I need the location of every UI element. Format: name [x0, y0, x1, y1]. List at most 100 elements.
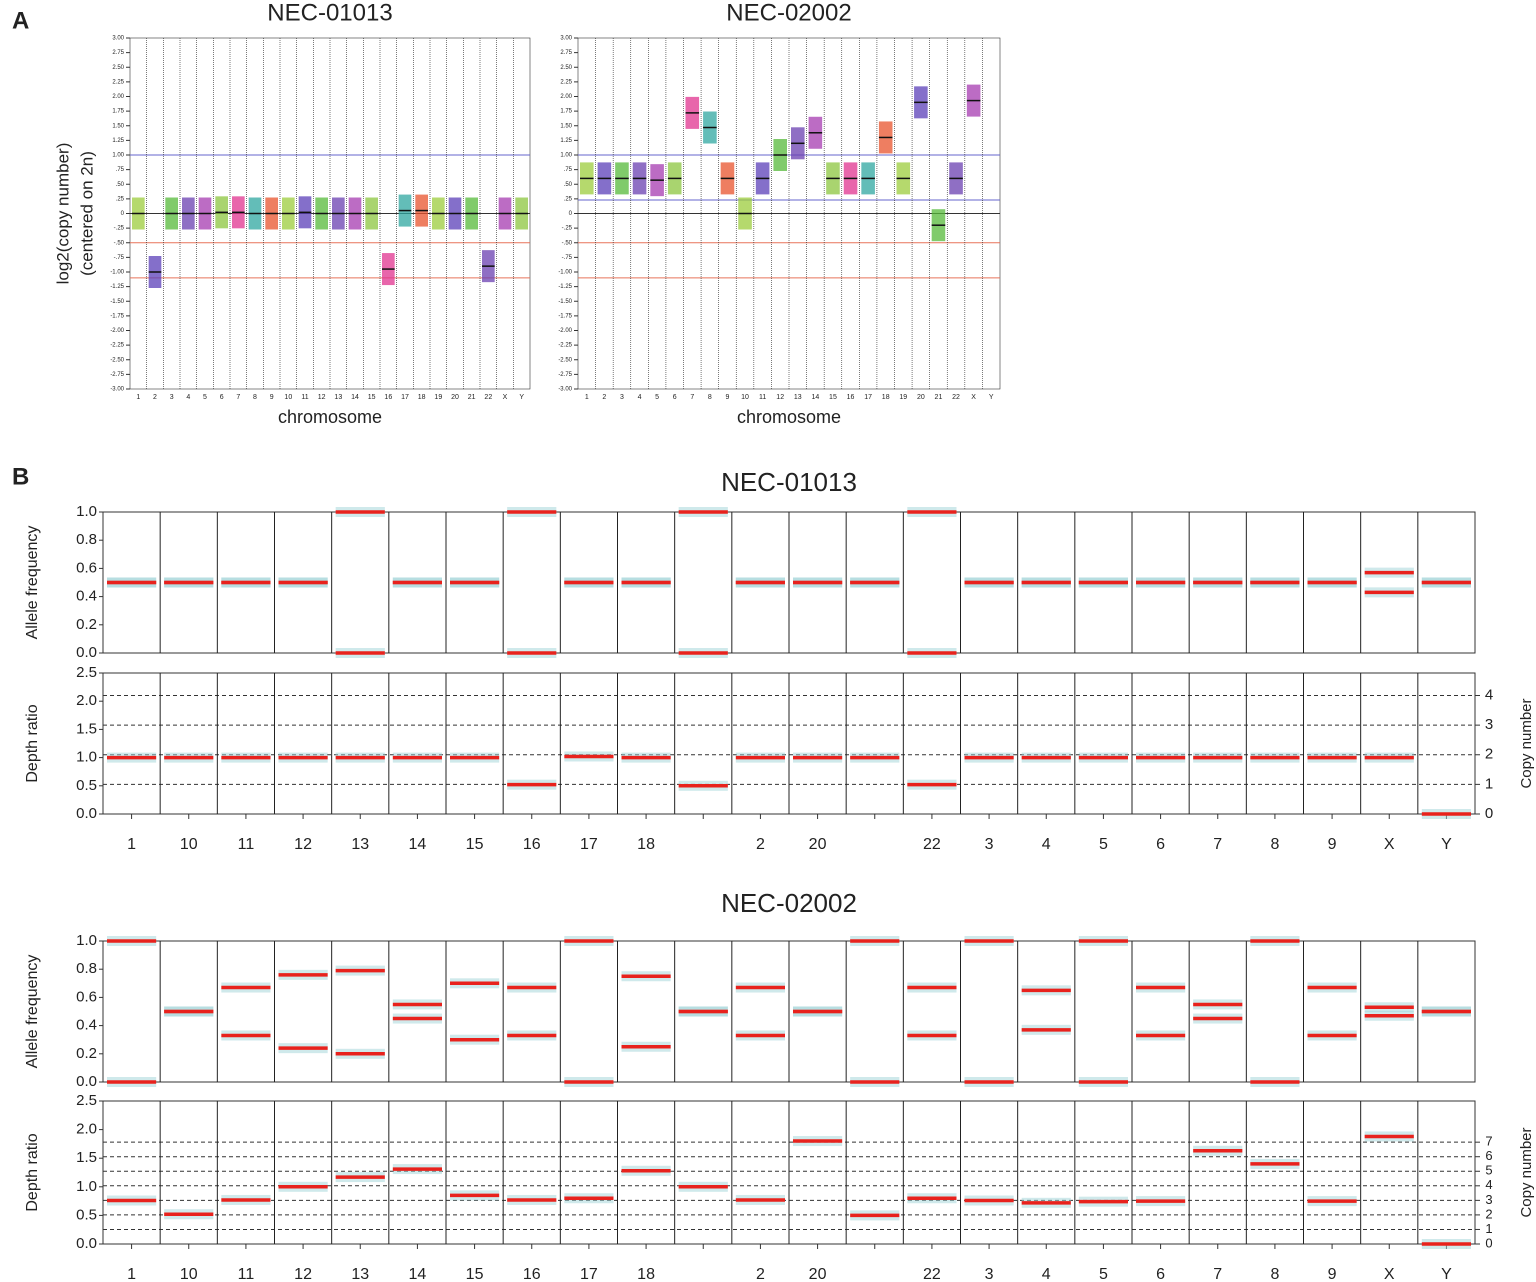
y-tick-label: 1.50 — [112, 123, 124, 129]
x-tick-label: 5 — [1099, 1266, 1108, 1282]
y-tick-label: 0 — [121, 211, 125, 217]
y-tick-label: 0.2 — [76, 1045, 97, 1062]
x-tick-label: 14 — [811, 394, 819, 401]
x-tick-label: 16 — [384, 394, 392, 401]
x-tick-label: 11 — [238, 836, 255, 853]
y-tick-label: .75 — [116, 167, 125, 173]
x-tick-label: 7 — [1213, 836, 1222, 853]
x-tick-label: 10 — [741, 394, 749, 401]
x-tick-label: X — [503, 394, 508, 401]
x-tick-label: 16 — [847, 394, 855, 401]
x-tick-label: 7 — [690, 394, 694, 401]
y-tick-label: -1.75 — [110, 313, 124, 319]
x-tick-label: 5 — [203, 394, 207, 401]
x-tick-label: 22 — [923, 1266, 941, 1282]
y2-tick-label: 3 — [1485, 716, 1493, 733]
chart-title: NEC-02002 — [726, 0, 851, 26]
x-tick-label: 12 — [776, 394, 784, 401]
y-tick-label: -2.75 — [110, 372, 124, 378]
y2-tick-label: 4 — [1485, 686, 1493, 703]
y2-tick-label: 3 — [1485, 1192, 1492, 1207]
x-tick-label: 20 — [917, 394, 925, 401]
y-tick-label: -1.00 — [558, 270, 572, 276]
y2-tick-label: 1 — [1485, 775, 1493, 792]
x-tick-label: Y — [519, 394, 524, 401]
y-tick-label: 0.6 — [76, 988, 97, 1005]
y-tick-label: 2.5 — [76, 664, 97, 681]
x-tick-label: 17 — [401, 394, 409, 401]
x-tick-label: 2 — [602, 394, 606, 401]
y-tick-label: -.50 — [562, 240, 573, 246]
x-tick-label: 16 — [523, 836, 541, 853]
x-tick-label: X — [1384, 1266, 1395, 1282]
x-tick-label: 19 — [434, 394, 442, 401]
y-tick-label: 0.4 — [76, 1017, 97, 1034]
x-tick-label: 1 — [136, 394, 140, 401]
x-tick-label: 13 — [794, 394, 802, 401]
y2-tick-label: 1 — [1485, 1221, 1492, 1236]
x-tick-label: 22 — [952, 394, 960, 401]
y-tick-label: 0.5 — [76, 777, 97, 794]
x-tick-label: 18 — [882, 394, 890, 401]
y-tick-label: .75 — [564, 167, 573, 173]
y-tick-label: -1.50 — [558, 299, 572, 305]
chart-title: NEC-01013 — [721, 467, 857, 497]
x-tick-label: 8 — [708, 394, 712, 401]
x-tick-label: 22 — [484, 394, 492, 401]
y-tick-label: 0.6 — [76, 559, 97, 576]
y-tick-label: -3.00 — [558, 387, 572, 393]
y-tick-label: 3.00 — [112, 36, 124, 42]
y-tick-label: -.25 — [114, 226, 125, 232]
y-tick-label: 1.00 — [112, 153, 124, 159]
x-tick-label: 3 — [985, 836, 994, 853]
y-tick-label: 1.5 — [76, 720, 97, 737]
y-tick-label: -2.25 — [110, 343, 124, 349]
x-tick-label: 2 — [756, 836, 765, 853]
x-tick-label: 14 — [409, 836, 427, 853]
y-axis-label: Allele frequency — [24, 526, 41, 640]
x-tick-label: 2 — [153, 394, 157, 401]
x-tick-label: 18 — [418, 394, 426, 401]
y-tick-label: 2.25 — [112, 79, 124, 85]
y-tick-label: 2.0 — [76, 1121, 97, 1138]
y-tick-label: 0.8 — [76, 960, 97, 977]
y-tick-label: 1.0 — [76, 749, 97, 766]
x-tick-label: 17 — [580, 1266, 598, 1282]
x-tick-label: 13 — [334, 394, 342, 401]
y-axis-label: log2(copy number) — [53, 143, 72, 285]
y-tick-label: -3.00 — [110, 387, 124, 393]
y2-tick-label: 2 — [1485, 746, 1493, 763]
x-tick-label: 6 — [220, 394, 224, 401]
y2-tick-label: 5 — [1485, 1163, 1492, 1178]
x-tick-label: 9 — [1328, 1266, 1337, 1282]
x-tick-label: 16 — [523, 1266, 541, 1282]
x-tick-label: 5 — [655, 394, 659, 401]
x-tick-label: 4 — [638, 394, 642, 401]
y-tick-label: .25 — [564, 196, 573, 202]
y-tick-label: -.75 — [114, 255, 125, 261]
y-tick-label: -1.75 — [558, 313, 572, 319]
y-tick-label: 1.25 — [112, 138, 124, 144]
x-tick-label: 20 — [451, 394, 459, 401]
x-tick-label: 18 — [637, 836, 655, 853]
x-tick-label: X — [971, 394, 976, 401]
y2-axis-label: Copy number — [1518, 698, 1535, 788]
y-tick-label: .25 — [116, 196, 125, 202]
y-tick-label: 3.00 — [560, 36, 572, 42]
x-tick-label: 20 — [809, 1266, 827, 1282]
x-tick-label: 20 — [809, 836, 827, 853]
y-tick-label: -.75 — [562, 255, 573, 261]
y-axis-label: Depth ratio — [24, 1133, 41, 1211]
x-tick-label: 2 — [756, 1266, 765, 1282]
x-tick-label: 9 — [1328, 836, 1337, 853]
y2-tick-label: 7 — [1485, 1134, 1492, 1149]
y-tick-label: 1.75 — [560, 109, 572, 115]
y-tick-label: 0.0 — [76, 1073, 97, 1090]
x-tick-label: 6 — [673, 394, 677, 401]
x-tick-label: 7 — [1213, 1266, 1222, 1282]
x-tick-label: 12 — [294, 836, 312, 853]
x-tick-label: 15 — [368, 394, 376, 401]
x-tick-label: 4 — [1042, 1266, 1051, 1282]
chart-title: NEC-02002 — [721, 888, 857, 918]
x-tick-label: 14 — [409, 1266, 427, 1282]
